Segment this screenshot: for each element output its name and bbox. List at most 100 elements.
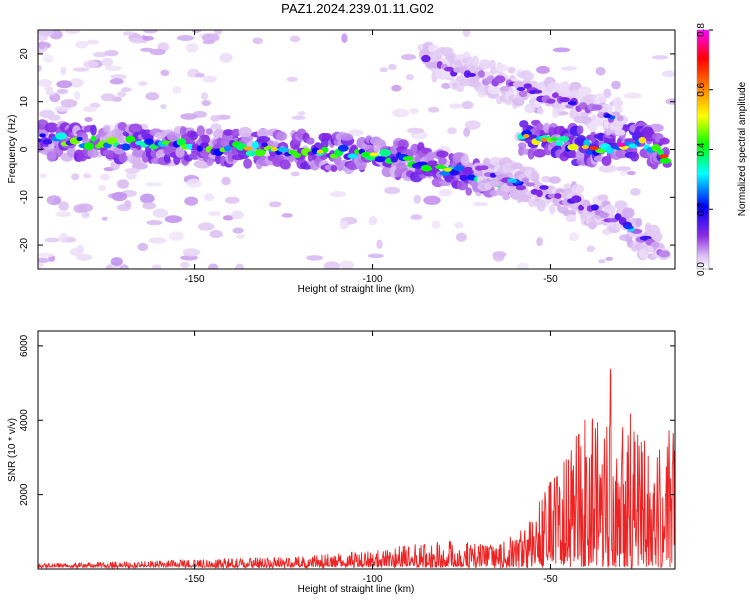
heatmap-cell <box>214 30 223 35</box>
heatmap-cell <box>160 69 170 77</box>
heatmap-cell <box>197 222 215 231</box>
heatmap-cell <box>67 146 76 158</box>
heatmap-cell <box>201 134 211 145</box>
heatmap-cell <box>101 216 108 221</box>
heatmap-cell <box>629 151 640 162</box>
heatmap-cell <box>166 131 181 142</box>
heatmap-cell <box>388 64 397 70</box>
heatmap-cell <box>547 82 561 91</box>
heatmap-peak <box>536 189 543 198</box>
heatmap-cell <box>622 207 635 219</box>
heatmap-cell <box>279 159 291 170</box>
spectrogram-x-tick-label: -100 <box>363 274 383 285</box>
heatmap-peak <box>379 149 391 157</box>
heatmap-peak <box>518 90 528 98</box>
snr-y-tick-label: 2000 <box>19 483 30 506</box>
heatmap-cell <box>507 66 516 74</box>
heatmap-cell <box>90 124 97 136</box>
heatmap-cell <box>614 129 626 136</box>
heatmap-cell <box>603 88 612 99</box>
heatmap-peak <box>459 174 468 181</box>
heatmap-cell <box>138 81 148 86</box>
heatmap-peak <box>176 138 187 146</box>
heatmap-cell <box>92 51 108 58</box>
heatmap-cell <box>74 91 81 101</box>
heatmap-cell <box>163 153 171 164</box>
heatmap-peak <box>650 241 660 248</box>
heatmap-cell <box>487 85 502 95</box>
heatmap-peak <box>223 145 232 152</box>
heatmap-cell <box>281 213 293 218</box>
heatmap-cell <box>406 127 424 134</box>
heatmap-cell <box>84 117 93 122</box>
heatmap-cell <box>431 220 441 229</box>
heatmap-cell <box>329 191 347 198</box>
heatmap-peak <box>499 86 510 92</box>
heatmap-cell <box>289 35 301 43</box>
heatmap-peak <box>591 104 603 111</box>
heatmap-cell <box>86 39 100 45</box>
heatmap-cell <box>210 115 221 122</box>
heatmap-cell <box>492 252 505 262</box>
heatmap-cell <box>427 106 440 113</box>
heatmap-cell <box>339 260 355 269</box>
heatmap-peak <box>453 165 465 172</box>
heatmap-cell <box>598 259 606 264</box>
heatmap-peak <box>659 157 672 164</box>
heatmap-cell <box>104 65 122 71</box>
heatmap-cell <box>384 186 401 195</box>
heatmap-cell <box>201 100 211 106</box>
heatmap-peak <box>90 135 97 142</box>
heatmap-peak <box>55 132 67 140</box>
heatmap-cell <box>438 189 452 197</box>
heatmap-cell <box>512 97 525 107</box>
heatmap-cell <box>511 162 523 170</box>
heatmap-cell <box>131 124 139 132</box>
heatmap-cell <box>379 67 388 73</box>
heatmap-peak <box>347 153 358 159</box>
heatmap-cell <box>209 230 223 239</box>
snr-frame <box>37 330 676 570</box>
heatmap-cell <box>519 194 532 203</box>
heatmap-cell <box>219 53 233 63</box>
heatmap-cell <box>561 66 577 71</box>
heatmap-hotspot <box>616 142 626 147</box>
heatmap-cell <box>124 200 132 208</box>
heatmap-cell <box>104 49 119 57</box>
heatmap-cell <box>583 93 597 104</box>
heatmap-cell <box>60 99 78 108</box>
heatmap-cell <box>568 232 580 242</box>
heatmap-cell <box>222 215 234 221</box>
heatmap-cell <box>44 86 54 92</box>
heatmap-cell <box>118 153 128 163</box>
heatmap-cell <box>47 114 61 121</box>
heatmap-cell <box>405 73 414 81</box>
heatmap-peak <box>554 193 562 199</box>
heatmap-cell <box>38 30 54 37</box>
heatmap-hotspot <box>443 167 452 172</box>
heatmap-cell <box>536 65 550 74</box>
heatmap-cell <box>176 35 195 41</box>
heatmap-cell <box>126 171 137 180</box>
spectrogram-y-tick-label: 20 <box>19 48 30 60</box>
heatmap-cell <box>576 125 584 135</box>
heatmap-cell <box>465 187 473 196</box>
heatmap-cell <box>376 239 383 249</box>
heatmap-hotspot <box>604 113 612 118</box>
heatmap-hotspot <box>523 134 530 138</box>
heatmap-cell <box>75 40 88 49</box>
heatmap-cell <box>423 195 441 205</box>
heatmap-peak <box>599 212 609 218</box>
heatmap-cell <box>552 47 571 53</box>
heatmap-hotspot <box>589 146 599 151</box>
heatmap-peak <box>390 156 399 163</box>
heatmap-peak <box>494 171 501 176</box>
heatmap-cell <box>471 55 479 67</box>
heatmap-cell <box>103 125 111 133</box>
heatmap-peak <box>106 137 118 145</box>
heatmap-peak <box>657 149 665 156</box>
heatmap-cell <box>76 253 93 261</box>
snr-ticks: -150 -100 -50 2000 4000 6000 <box>19 331 675 585</box>
heatmap-cell <box>185 43 199 53</box>
heatmap-cell <box>118 122 126 131</box>
